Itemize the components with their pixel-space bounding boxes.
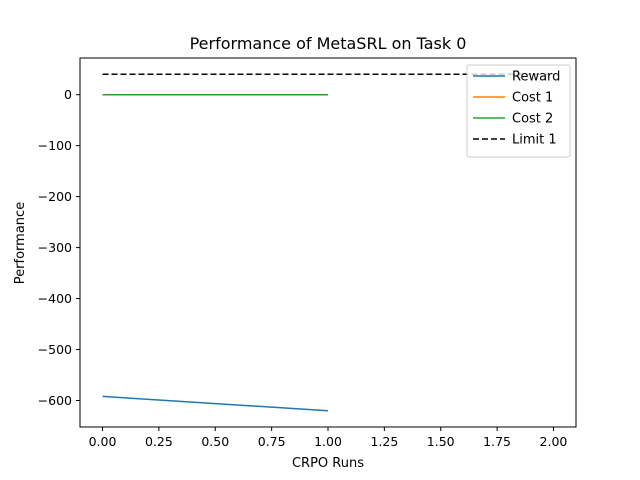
x-tick-label: 1.25 — [370, 434, 398, 449]
y-tick-label: −100 — [38, 138, 72, 153]
x-tick-label: 2.00 — [540, 434, 568, 449]
series-layer — [102, 73, 554, 412]
x-tick-label: 0.75 — [258, 434, 286, 449]
y-tick-label: −400 — [38, 291, 72, 306]
x-tick-label: 0.50 — [201, 434, 229, 449]
y-axis-label: Performance — [13, 202, 28, 284]
y-tick-label: −500 — [38, 342, 72, 357]
legend: Reward Cost 1 Cost 2 Limit 1 — [466, 64, 571, 158]
chart-title: Performance of MetaSRL on Task 0 — [190, 34, 467, 53]
x-tick-label: 0.25 — [145, 434, 173, 449]
y-tick-label: 0 — [64, 87, 72, 102]
x-tick-label: 1.00 — [314, 434, 342, 449]
y-tick-label: −600 — [38, 393, 72, 408]
x-tick-label: 1.50 — [427, 434, 455, 449]
y-tick-label: −300 — [38, 240, 72, 255]
x-tick-label: 1.75 — [483, 434, 511, 449]
legend-box — [466, 64, 571, 158]
y-tick-label: −200 — [38, 189, 72, 204]
legend-label: Reward — [512, 70, 560, 85]
legend-label: Limit 1 — [512, 133, 557, 148]
legend-label: Cost 1 — [512, 91, 553, 106]
axes-layer: 0.00 0.25 0.50 0.75 1.00 1.25 1.50 1.75 2.00 0 −10… — [38, 57, 577, 449]
series-line-reward — [102, 395, 329, 412]
legend-label: Cost 2 — [512, 112, 553, 127]
x-axis-label: CRPO Runs — [292, 456, 364, 471]
x-tick-label: 0.00 — [89, 434, 117, 449]
